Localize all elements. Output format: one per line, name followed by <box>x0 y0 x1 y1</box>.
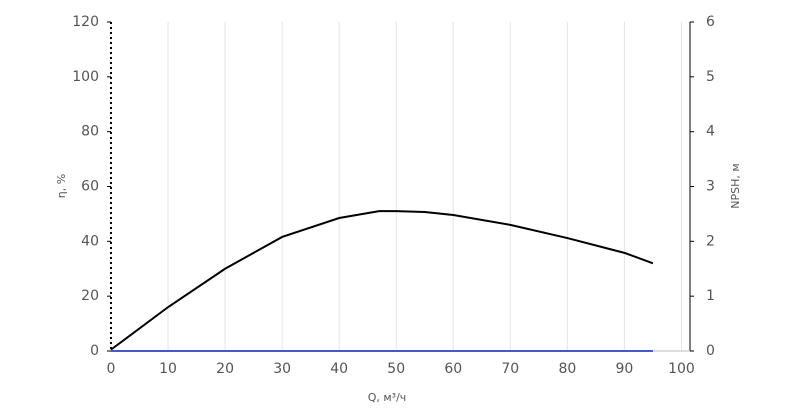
y2-tick-label: 1 <box>706 288 715 304</box>
x-tick-label: 0 <box>107 361 116 377</box>
data-line <box>110 210 654 351</box>
x-tick-label: 80 <box>558 361 576 377</box>
y-axis-label: η, % <box>55 174 68 198</box>
y-tick-label: 100 <box>72 69 99 85</box>
y-tick-label: 80 <box>81 124 99 140</box>
y2-tick-label: 4 <box>706 124 715 140</box>
x-tick-label: 90 <box>615 361 633 377</box>
y2-axis-label: NPSH, м <box>729 163 742 208</box>
y2-tick-label: 6 <box>706 14 715 30</box>
x-tick-label: 50 <box>387 361 405 377</box>
y-tick-label: 40 <box>81 233 99 249</box>
y2-tick-label: 5 <box>706 69 715 85</box>
x-tick-label: 20 <box>216 361 234 377</box>
y-tick-label: 20 <box>81 288 99 304</box>
y-tick-label: 0 <box>90 343 99 359</box>
x-tick-label: 100 <box>668 361 695 377</box>
x-tick-label: 70 <box>501 361 519 377</box>
x-tick-label: 10 <box>159 361 177 377</box>
x-tick-label: 40 <box>330 361 348 377</box>
y-tick-label: 120 <box>72 14 99 30</box>
x-tick-label: 30 <box>273 361 291 377</box>
y2-tick-label: 2 <box>706 233 715 249</box>
y2-tick-label: 0 <box>706 343 715 359</box>
y2-tick-label: 3 <box>706 179 715 195</box>
x-tick-label: 60 <box>444 361 462 377</box>
x-axis-label: Q, м³/ч <box>368 391 407 404</box>
y-tick-label: 60 <box>81 179 99 195</box>
